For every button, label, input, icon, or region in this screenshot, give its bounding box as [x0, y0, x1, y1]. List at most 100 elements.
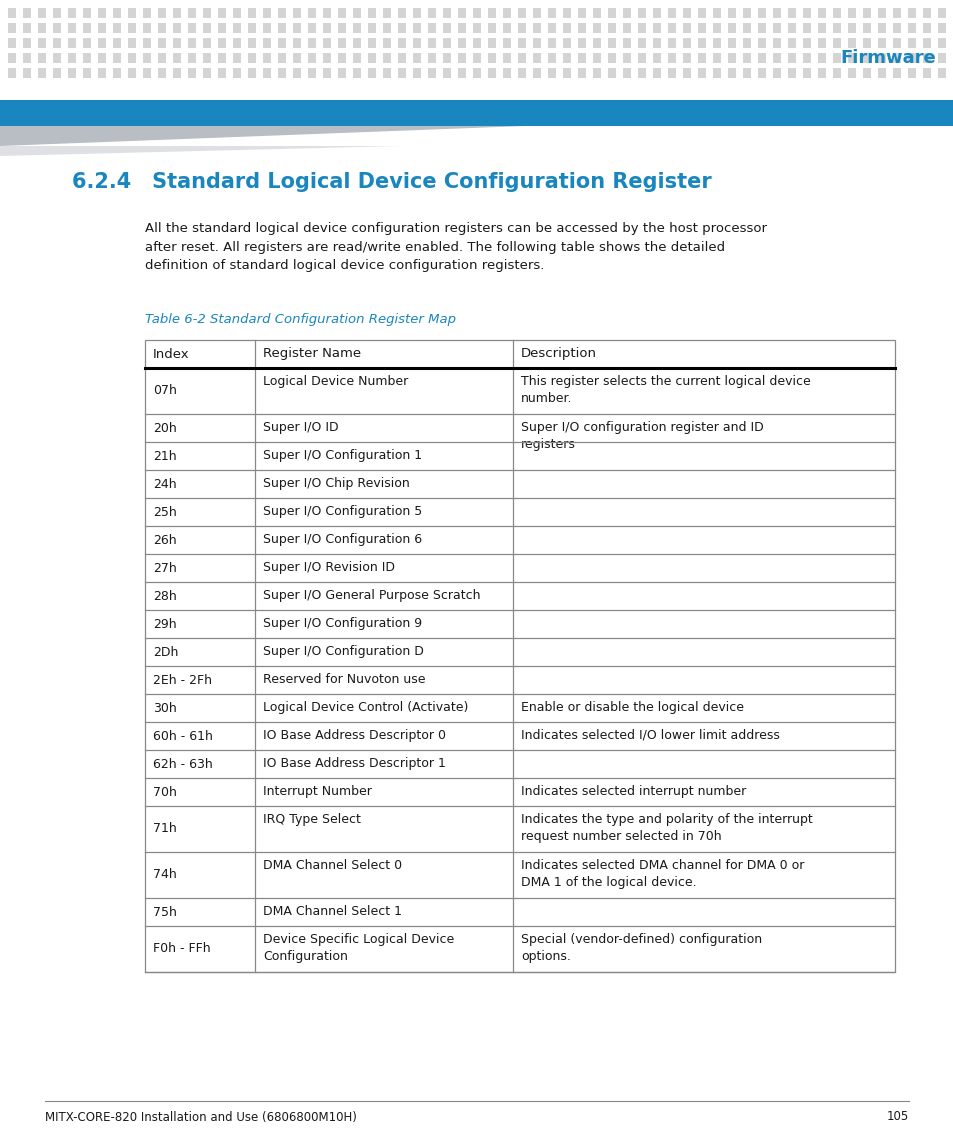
Bar — [442, 53, 451, 63]
Bar — [758, 68, 765, 78]
Bar — [832, 53, 841, 63]
Text: 62h - 63h: 62h - 63h — [152, 758, 213, 771]
Bar — [817, 23, 825, 33]
Bar — [772, 68, 781, 78]
Bar — [8, 53, 16, 63]
Text: Indicates selected I/O lower limit address: Indicates selected I/O lower limit addre… — [520, 729, 779, 742]
Text: 105: 105 — [886, 1111, 908, 1123]
Bar — [832, 8, 841, 18]
Bar — [607, 8, 616, 18]
Bar — [218, 68, 226, 78]
Text: DMA Channel Select 1: DMA Channel Select 1 — [263, 905, 401, 918]
Bar — [892, 8, 900, 18]
Bar — [172, 38, 181, 48]
Bar — [802, 53, 810, 63]
Bar — [638, 8, 645, 18]
Bar — [323, 23, 331, 33]
Bar — [742, 38, 750, 48]
Bar — [923, 23, 930, 33]
Bar — [907, 68, 915, 78]
Bar — [397, 68, 406, 78]
Bar — [907, 23, 915, 33]
Bar — [188, 23, 195, 33]
Bar — [323, 53, 331, 63]
Bar — [473, 53, 480, 63]
Bar — [248, 53, 255, 63]
Bar — [652, 38, 660, 48]
Bar — [23, 53, 30, 63]
Bar — [742, 23, 750, 33]
Text: Index: Index — [152, 347, 190, 361]
Bar — [442, 8, 451, 18]
Bar — [203, 68, 211, 78]
Bar — [158, 8, 166, 18]
Bar — [593, 8, 600, 18]
Bar — [727, 68, 735, 78]
Bar — [892, 68, 900, 78]
Bar — [337, 53, 346, 63]
Bar — [488, 23, 496, 33]
Bar — [817, 68, 825, 78]
Bar — [758, 23, 765, 33]
Text: 70h: 70h — [152, 785, 176, 798]
Bar — [712, 38, 720, 48]
Bar — [353, 68, 360, 78]
Bar — [937, 8, 945, 18]
Bar — [923, 53, 930, 63]
Bar — [172, 68, 181, 78]
Bar — [428, 8, 436, 18]
Text: 2Eh - 2Fh: 2Eh - 2Fh — [152, 673, 212, 687]
Text: 60h - 61h: 60h - 61h — [152, 729, 213, 742]
Text: Logical Device Number: Logical Device Number — [263, 376, 408, 388]
Text: MITX-CORE-820 Installation and Use (6806800M10H): MITX-CORE-820 Installation and Use (6806… — [45, 1111, 356, 1123]
Bar — [772, 8, 781, 18]
Bar — [158, 68, 166, 78]
Bar — [368, 8, 375, 18]
Bar — [877, 38, 885, 48]
Bar — [727, 23, 735, 33]
Bar — [158, 23, 166, 33]
Text: F0h - FFh: F0h - FFh — [152, 942, 211, 955]
Bar — [218, 23, 226, 33]
Bar — [83, 38, 91, 48]
Text: 24h: 24h — [152, 477, 176, 490]
Bar — [787, 53, 795, 63]
Bar — [382, 68, 391, 78]
Bar — [517, 68, 525, 78]
Bar — [8, 8, 16, 18]
Text: 25h: 25h — [152, 505, 176, 519]
Bar — [112, 8, 121, 18]
Bar — [578, 23, 585, 33]
Bar — [533, 8, 540, 18]
Bar — [83, 68, 91, 78]
Bar — [442, 23, 451, 33]
Bar — [682, 53, 690, 63]
Text: Super I/O Configuration 5: Super I/O Configuration 5 — [263, 505, 422, 518]
Bar — [502, 68, 511, 78]
Bar — [862, 38, 870, 48]
Bar — [457, 8, 465, 18]
Text: 07h: 07h — [152, 385, 176, 397]
Bar — [562, 38, 571, 48]
Bar — [562, 53, 571, 63]
Polygon shape — [0, 147, 400, 156]
Bar — [622, 23, 630, 33]
Bar — [593, 23, 600, 33]
Bar — [293, 53, 301, 63]
Bar — [368, 68, 375, 78]
Bar — [533, 38, 540, 48]
Bar — [712, 53, 720, 63]
Bar — [877, 68, 885, 78]
Bar — [832, 23, 841, 33]
Bar — [802, 38, 810, 48]
Bar — [308, 53, 315, 63]
Bar — [428, 68, 436, 78]
Bar — [533, 68, 540, 78]
Bar — [308, 38, 315, 48]
Bar — [397, 53, 406, 63]
Bar — [23, 23, 30, 33]
Bar — [488, 8, 496, 18]
Bar — [8, 23, 16, 33]
Bar — [83, 23, 91, 33]
Bar — [877, 53, 885, 63]
